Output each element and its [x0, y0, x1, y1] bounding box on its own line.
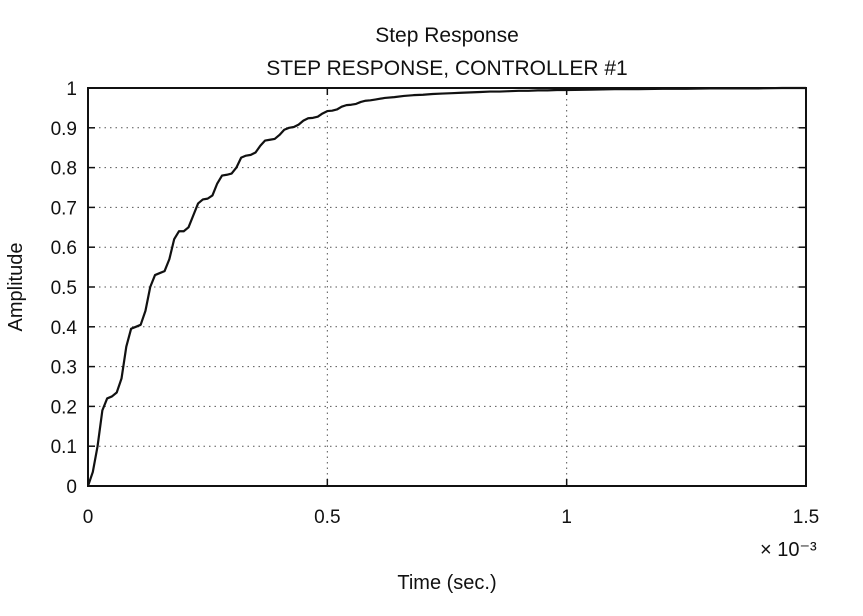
x-tick-label: 0.5	[314, 507, 340, 528]
chart-title: Step Response	[375, 24, 519, 47]
series-layer	[86, 86, 806, 487]
y-axis-label: Amplitude	[5, 243, 27, 332]
x-tick-label: 1	[561, 507, 572, 528]
y-tick-label: 0.8	[51, 159, 77, 180]
y-tick-label: 0.3	[51, 358, 77, 379]
chart-subtitle: STEP RESPONSE, CONTROLLER #1	[266, 57, 627, 80]
x-axis-scale-note: × 10⁻³	[760, 539, 817, 561]
axis-ticks: 0 0.1 0.2 0.3 0.4 0.5 0.6 0.7 0.8 0.9 1 0 0.5 1 1.5	[51, 79, 820, 528]
step-response-line	[86, 86, 806, 487]
x-tick-label: 0	[83, 507, 94, 528]
y-tick-label: 1	[66, 79, 77, 100]
x-tick-label: 1.5	[793, 507, 819, 528]
y-tick-label: 0.4	[51, 318, 78, 339]
x-axis-label: Time (sec.)	[397, 572, 496, 594]
y-tick-label: 0.9	[51, 119, 77, 140]
y-tick-label: 0.2	[51, 397, 77, 418]
grid-lines	[88, 88, 806, 486]
y-tick-label: 0.1	[51, 437, 77, 458]
y-tick-label: 0.6	[51, 238, 77, 259]
y-tick-label: 0.5	[51, 278, 77, 299]
y-tick-label: 0	[66, 477, 77, 498]
y-tick-label: 0.7	[51, 198, 77, 219]
